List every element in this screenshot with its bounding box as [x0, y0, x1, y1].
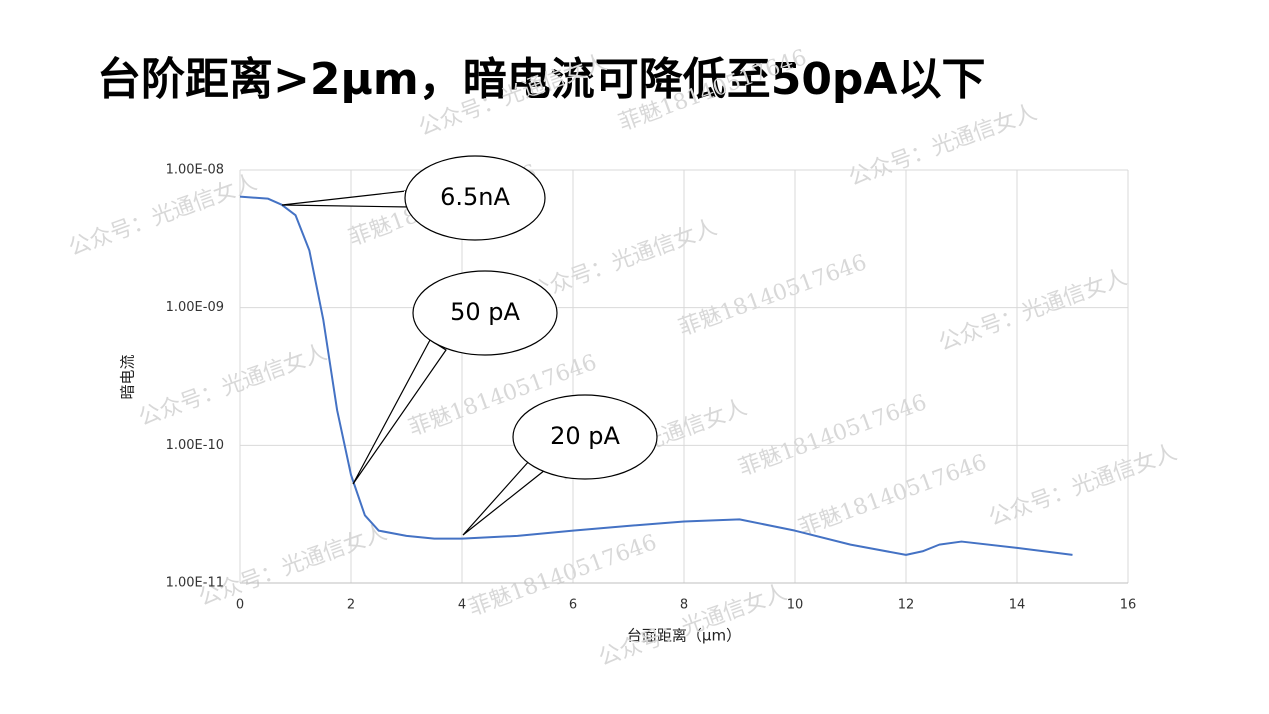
- x-tick-label: 6: [569, 598, 577, 613]
- x-tick-label: 0: [236, 598, 244, 613]
- callout-pointer: [462, 459, 547, 536]
- callout-joint: [428, 340, 429, 341]
- x-tick-label: 14: [1009, 598, 1026, 613]
- watermark: 公众号：光通信女人: [136, 340, 331, 431]
- callout: 20 pA: [462, 394, 658, 536]
- x-axis-label: 台面距离（μm）: [627, 627, 741, 645]
- watermark: 公众号：光通信女人: [526, 215, 721, 306]
- callout: 6.5nA: [281, 155, 546, 241]
- annotation: 20 pA: [550, 422, 620, 450]
- callout-bubble: [412, 270, 558, 356]
- watermark: 菲魅18140517646: [466, 530, 661, 621]
- callout-joint: [404, 191, 405, 192]
- callout-bubble: [404, 155, 546, 241]
- watermark: 公众号：光通信女人: [986, 440, 1181, 531]
- watermark: 公众号：光通信女人: [596, 580, 791, 671]
- watermark: 公众号：光通信女人: [936, 265, 1131, 356]
- callout-pointer: [281, 190, 411, 208]
- y-tick-label: 1.00E-08: [166, 163, 224, 178]
- callout-joint: [528, 460, 529, 461]
- data-line: [239, 195, 1073, 556]
- y-tick-label: 1.00E-09: [166, 300, 224, 315]
- watermark: 公众号：光通信女人: [66, 170, 261, 261]
- y-axis-label: 暗电流: [119, 354, 137, 399]
- x-tick-label: 12: [898, 598, 915, 613]
- y-tick-label: 1.00E-10: [166, 438, 224, 453]
- x-tick-label: 4: [458, 598, 466, 613]
- callout: 50 pA: [352, 270, 558, 485]
- chart-title: 台阶距离>2μm，暗电流可降低至50pA以下: [97, 54, 986, 105]
- annotation: 6.5nA: [440, 183, 510, 211]
- callout-bubble: [512, 394, 658, 480]
- x-tick-label: 8: [680, 598, 688, 613]
- watermark: 公众号：光通信女人: [196, 520, 391, 611]
- x-tick-label: 16: [1120, 598, 1137, 613]
- x-tick-label: 10: [787, 598, 804, 613]
- watermark: 菲魅18140517646: [736, 390, 931, 481]
- watermark: 菲魅18140517646: [676, 250, 871, 341]
- y-tick-label: 1.00E-11: [166, 576, 224, 591]
- annotation: 50 pA: [450, 298, 520, 326]
- watermark: 公众号：光通信女人: [846, 100, 1041, 191]
- watermark: 菲魅18140517646: [796, 450, 991, 541]
- x-tick-label: 2: [347, 598, 355, 613]
